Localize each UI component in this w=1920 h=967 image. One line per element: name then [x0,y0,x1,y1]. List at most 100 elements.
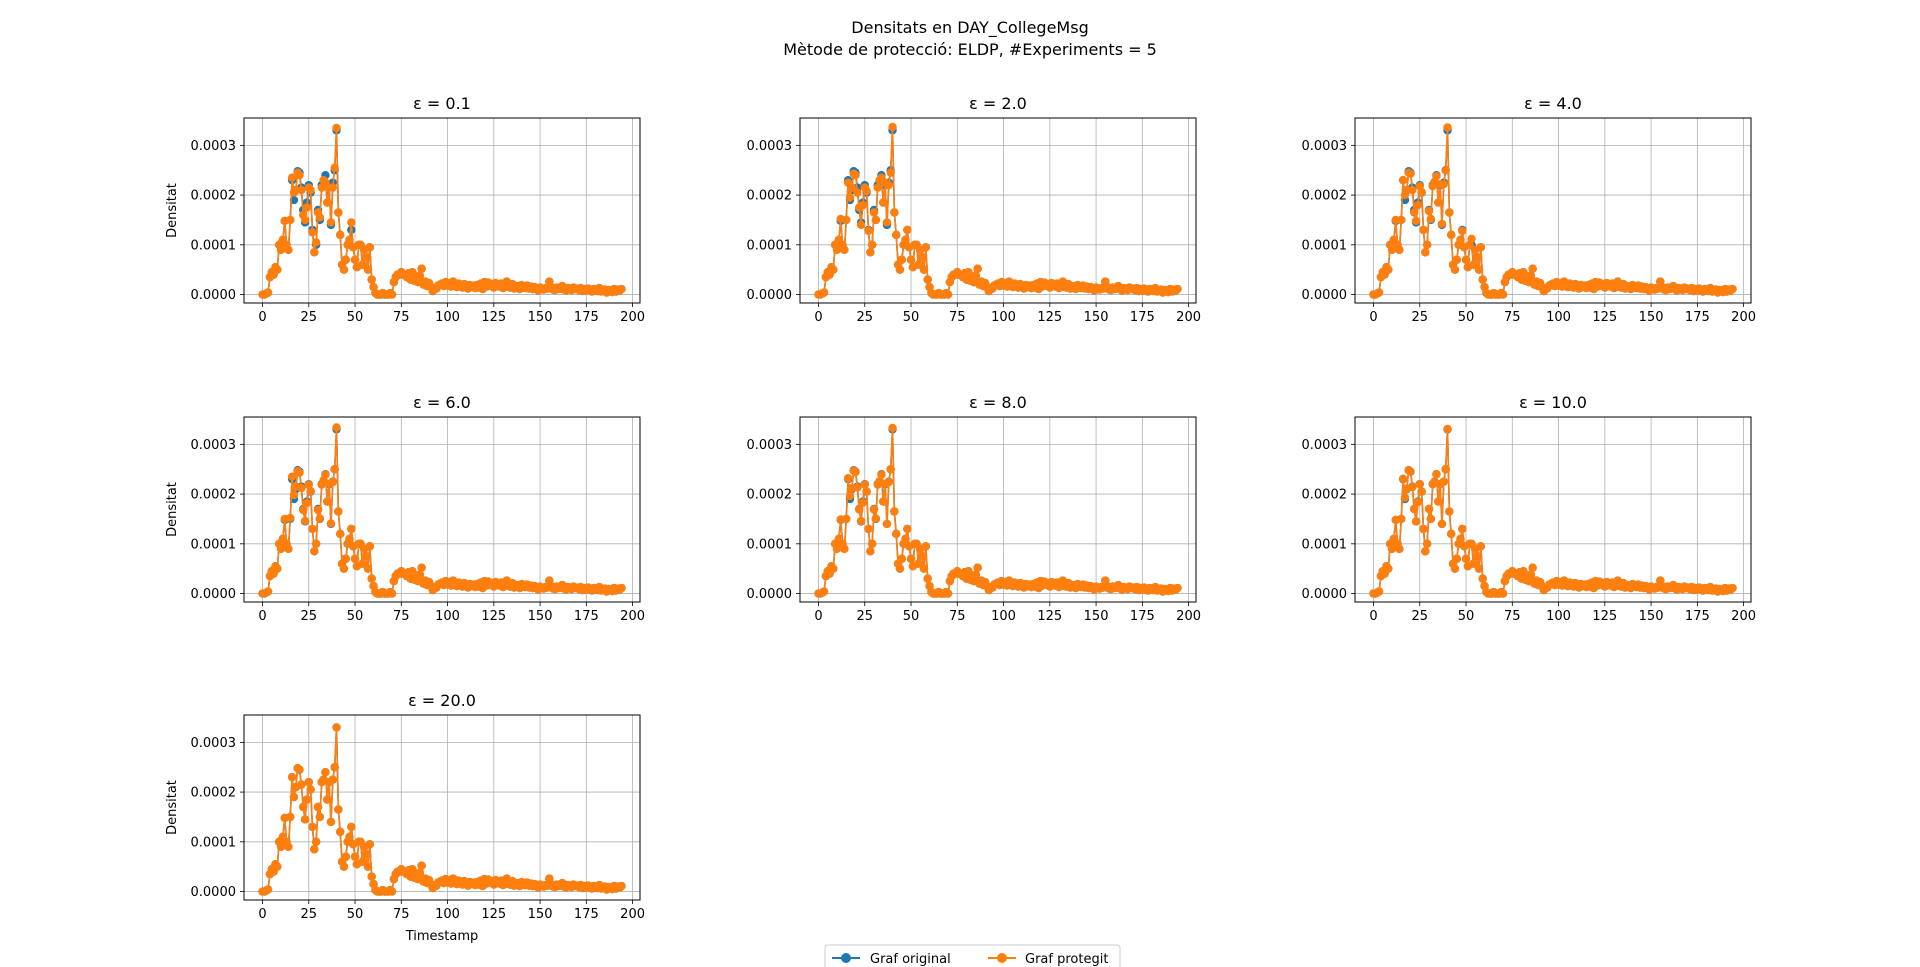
protected-point [347,524,356,534]
protected-point [345,534,354,544]
protected-point [311,539,321,549]
x-tick-label: 25 [300,609,317,624]
protected-series [258,723,626,896]
x-tick-label: 25 [1411,609,1428,624]
protected-point [1387,544,1397,553]
protected-point [287,772,297,782]
protected-point [1452,554,1461,563]
protected-point [363,265,373,274]
x-tick-label: 200 [1731,310,1756,325]
original-series [258,126,626,299]
protected-point [332,723,341,732]
protected-point [1472,552,1482,561]
x-tick-label: 100 [435,310,460,325]
legend-label-original: Graf original [870,952,951,967]
protected-point [1434,497,1443,506]
y-axis-label: Densitat [165,482,180,537]
protected-point [1408,185,1417,195]
protected-point [1469,260,1478,269]
protected-point [334,507,343,516]
protected-point [306,785,315,794]
protected-point [330,163,339,172]
protected-point [1461,255,1471,264]
x-tick-label: 125 [1037,310,1062,325]
protected-point [1173,284,1182,294]
protected-point [1498,589,1508,598]
x-tick-label: 0 [258,907,266,922]
protected-point [1417,487,1426,496]
protected-point [315,213,325,222]
protected-point [892,529,901,539]
protected-series [1369,123,1737,299]
protected-point [286,812,295,822]
protected-point [819,288,829,297]
protected-point [1434,198,1443,207]
x-tick-label: 75 [393,907,410,922]
protected-point [339,862,349,871]
protected-point [873,183,882,192]
protected-point [1419,524,1428,534]
protected-point [851,170,860,180]
legend-marker-original [841,953,851,963]
protected-point [1413,497,1423,507]
axes-frame [243,714,641,901]
protected-point [334,805,343,814]
x-tick-label: 200 [1176,310,1201,325]
x-tick-label: 175 [1130,609,1155,624]
protected-point [313,802,323,812]
x-tick-label: 0 [1369,310,1377,325]
x-tick-label: 100 [991,609,1016,624]
protected-point [1526,271,1535,280]
protected-point [914,559,923,568]
protected-point [367,574,376,583]
protected-point [350,255,360,264]
protected-point [1478,275,1487,284]
protected-point [387,290,397,299]
protected-point [415,570,424,579]
protected-point [1441,166,1450,175]
protected-point [1422,240,1432,250]
x-tick-label: 50 [903,609,920,624]
protected-point [321,767,330,777]
x-tick-label: 175 [574,907,599,922]
protected-point [892,230,901,240]
axes-frame [799,117,1197,304]
x-tick-label: 125 [481,310,506,325]
protected-point [864,226,873,236]
protected-point [365,542,375,551]
legend: Graf original Graf protegit [824,944,1121,967]
protected-point [845,491,855,501]
protected-point [862,186,871,196]
protected-point [336,827,345,837]
x-tick-label: 75 [393,310,410,325]
protected-point [1526,570,1535,579]
protected-point [919,564,929,573]
protected-point [840,245,849,254]
protected-point [1408,482,1417,492]
y-tick-label: 0.0002 [191,786,237,801]
protected-point [879,497,888,506]
protected-point [1452,255,1461,264]
protected-point [286,513,295,523]
protected-point [914,260,923,269]
x-tick-label: 25 [300,907,317,922]
protected-point [853,483,862,492]
protected-point [1498,290,1508,299]
protected-point [273,564,282,573]
x-tick-label: 100 [1546,609,1571,624]
legend-label-protected: Graf protegit [1025,952,1108,967]
protected-series [258,423,626,598]
subplot-6: 0 25 50 75 100 125 150 175 200 0.0000 0.0001 0.0002… [1302,393,1757,624]
protected-point [313,505,323,515]
protected-point [1432,469,1441,479]
protected-point [328,477,338,487]
protected-point [339,265,349,274]
x-tick-label: 75 [1504,310,1521,325]
x-tick-label: 25 [300,310,317,325]
y-tick-label: 0.0003 [1302,438,1348,453]
protected-point [289,792,299,802]
protected-point [323,198,332,207]
protected-point [308,228,317,237]
protected-point [1424,504,1434,514]
